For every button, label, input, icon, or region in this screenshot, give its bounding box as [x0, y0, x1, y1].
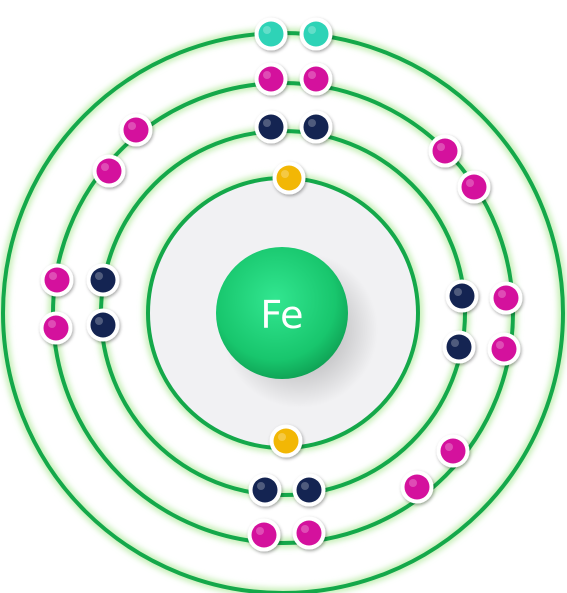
- electron-highlight-shell-3-11: [445, 443, 453, 451]
- electron-shell-3-6: [461, 174, 487, 200]
- electron-shell-2-8: [296, 477, 322, 503]
- electron-highlight-shell-3-1: [263, 71, 271, 79]
- electron-shell-3-13: [251, 522, 277, 548]
- electron-highlight-shell-2-1: [263, 119, 271, 127]
- electron-shell-2-2: [303, 114, 329, 140]
- nucleus: [216, 247, 348, 379]
- electron-highlight-shell-2-2: [308, 119, 316, 127]
- electron-shell-2-3: [90, 267, 116, 293]
- electron-highlight-shell-3-8: [48, 320, 56, 328]
- electron-highlight-shell-1-1: [281, 170, 289, 178]
- electron-shell-1-2: [273, 428, 299, 454]
- electron-shell-3-4: [96, 158, 122, 184]
- electron-highlight-shell-3-13: [256, 527, 264, 535]
- electron-highlight-shell-2-6: [451, 339, 459, 347]
- electron-highlight-shell-4-1: [263, 26, 271, 34]
- electron-shell-4-1: [258, 21, 284, 47]
- electron-shell-2-4: [90, 312, 116, 338]
- electron-shell-3-8: [43, 315, 69, 341]
- electron-highlight-shell-2-5: [454, 288, 462, 296]
- electron-highlight-shell-3-14: [301, 525, 309, 533]
- electron-shell-3-7: [44, 267, 70, 293]
- electron-shell-4-2: [303, 21, 329, 47]
- electron-highlight-shell-1-2: [278, 433, 286, 441]
- electron-highlight-shell-3-3: [128, 122, 136, 130]
- electron-highlight-shell-2-3: [95, 272, 103, 280]
- electron-highlight-shell-3-7: [49, 272, 57, 280]
- electron-shell-2-7: [252, 477, 278, 503]
- electron-shell-1-1: [276, 165, 302, 191]
- electron-shell-3-11: [440, 438, 466, 464]
- electron-shell-2-1: [258, 114, 284, 140]
- electron-highlight-shell-3-2: [308, 71, 316, 79]
- electron-highlight-shell-4-2: [308, 26, 316, 34]
- electron-highlight-shell-3-6: [466, 179, 474, 187]
- electron-shell-3-5: [432, 138, 458, 164]
- electron-highlight-shell-2-4: [95, 317, 103, 325]
- electron-shell-3-9: [493, 285, 519, 311]
- electron-highlight-shell-3-4: [101, 163, 109, 171]
- electron-shell-2-6: [446, 334, 472, 360]
- electron-highlight-shell-3-9: [498, 290, 506, 298]
- electron-highlight-shell-3-5: [437, 143, 445, 151]
- electron-shell-3-2: [303, 66, 329, 92]
- electron-highlight-shell-2-7: [257, 482, 265, 490]
- electron-shell-3-1: [258, 66, 284, 92]
- electron-highlight-shell-3-12: [409, 479, 417, 487]
- electron-shell-3-3: [123, 117, 149, 143]
- electron-highlight-shell-2-8: [301, 482, 309, 490]
- electron-shell-3-14: [296, 520, 322, 546]
- electron-layer: [39, 17, 523, 552]
- electron-shell-3-12: [404, 474, 430, 500]
- electron-shell-3-10: [491, 336, 517, 362]
- electron-highlight-shell-3-10: [496, 341, 504, 349]
- electron-shell-2-5: [449, 283, 475, 309]
